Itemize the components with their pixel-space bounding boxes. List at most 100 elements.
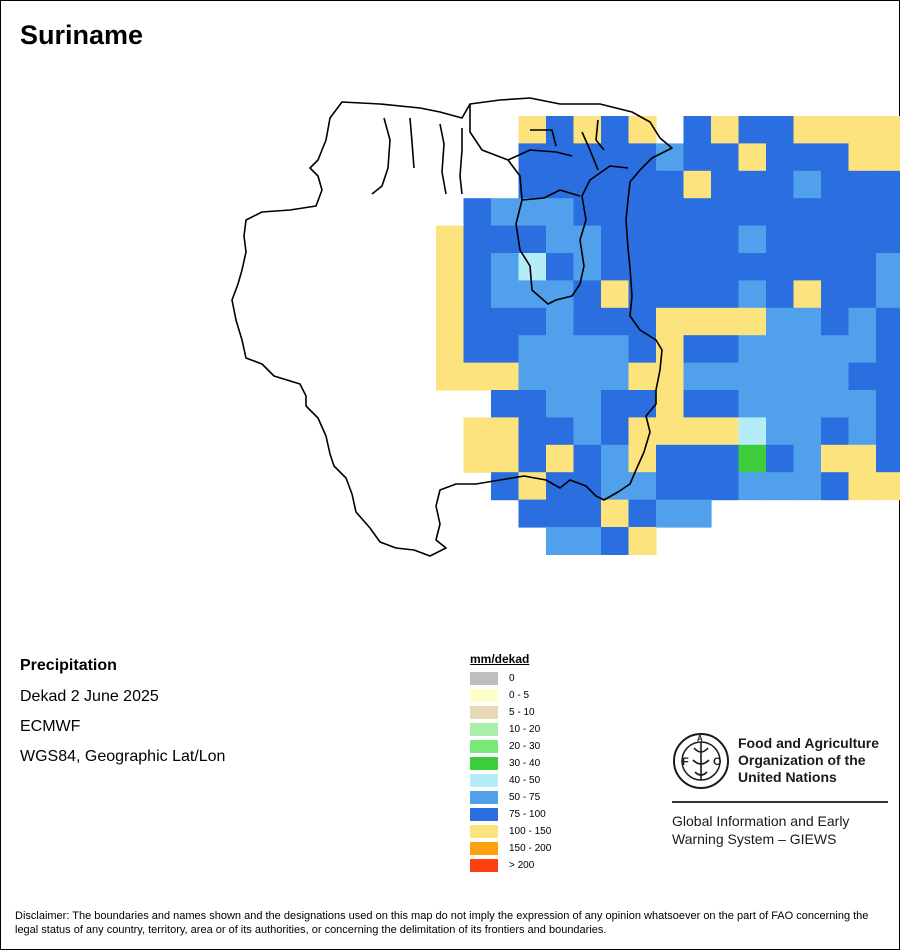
raster-cell <box>491 253 520 281</box>
legend-swatch <box>470 706 498 719</box>
raster-cell <box>711 116 740 144</box>
giews-line: Global Information and Early <box>672 813 850 829</box>
raster-cell <box>738 198 767 227</box>
raster-cell <box>463 307 492 336</box>
raster-cell <box>683 143 712 172</box>
raster-cell <box>793 362 822 391</box>
raster-cell <box>518 390 547 418</box>
raster-cell <box>601 335 630 364</box>
raster-cell <box>573 472 602 501</box>
raster-cell <box>876 335 900 364</box>
legend-swatch <box>470 825 498 838</box>
legend-label: 75 - 100 <box>509 809 546 820</box>
raster-cell <box>573 335 602 364</box>
legend-swatch <box>470 757 498 770</box>
admin-boundaries <box>231 97 673 557</box>
raster-cell <box>546 143 575 172</box>
giews-line: Warning System – GIEWS <box>672 831 837 847</box>
raster-cell <box>793 390 822 418</box>
raster-cell <box>711 390 740 418</box>
raster-cell <box>518 225 547 254</box>
raster-cell <box>463 444 492 473</box>
raster-cell <box>766 444 795 473</box>
raster-cell <box>683 198 712 227</box>
legend-item: > 200 <box>470 857 551 874</box>
raster-cell <box>601 198 630 227</box>
raster-cell <box>683 417 712 446</box>
raster-cell <box>876 143 900 172</box>
legend-label: 0 <box>509 673 515 684</box>
raster-cell <box>546 225 575 254</box>
raster-cell <box>738 444 767 473</box>
raster-cell <box>848 198 877 227</box>
legend-swatch <box>470 689 498 702</box>
raster-cell <box>821 116 850 144</box>
legend-item: 30 - 40 <box>470 755 551 772</box>
raster-cell <box>546 280 575 309</box>
raster-cell <box>793 444 822 473</box>
legend-item: 50 - 75 <box>470 789 551 806</box>
raster-cell <box>876 444 900 473</box>
raster-cell <box>793 170 822 199</box>
raster-cell <box>656 499 685 528</box>
raster-cell <box>683 362 712 391</box>
raster-cell <box>766 116 795 144</box>
legend-item: 0 <box>470 670 551 687</box>
raster-cell <box>491 198 520 227</box>
legend-swatch <box>470 723 498 736</box>
raster-cell <box>711 170 740 199</box>
raster-cell <box>738 335 767 364</box>
raster-cell <box>546 390 575 418</box>
raster-cell <box>491 225 520 254</box>
raster-cell <box>821 225 850 254</box>
raster-cell <box>876 472 900 501</box>
raster-cell <box>711 307 740 336</box>
raster-cell <box>601 280 630 309</box>
legend-swatch <box>470 859 498 872</box>
raster-cell <box>628 280 657 309</box>
legend-title: mm/dekad <box>470 652 530 666</box>
raster-cell <box>766 280 795 309</box>
country-border <box>231 97 673 557</box>
raster-cell <box>656 444 685 473</box>
raster-cell <box>628 170 657 199</box>
legend-label: > 200 <box>509 860 535 871</box>
legend-swatch <box>470 774 498 787</box>
raster-cell <box>628 116 657 144</box>
raster-cell <box>848 253 877 281</box>
fao-organization-name: Food and Agriculture Organization of the… <box>738 735 898 786</box>
raster-cell <box>601 307 630 336</box>
legend-label: 0 - 5 <box>509 690 530 701</box>
raster-cell <box>573 225 602 254</box>
raster-cell <box>546 307 575 336</box>
raster-cell <box>463 362 492 391</box>
raster-cell <box>491 307 520 336</box>
raster-cell <box>766 253 795 281</box>
raster-cell <box>683 225 712 254</box>
raster-cell <box>876 280 900 309</box>
fao-name-line: Organization of the <box>738 752 866 768</box>
raster-cell <box>463 335 492 364</box>
raster-cell <box>793 225 822 254</box>
raster-cell <box>821 280 850 309</box>
legend-item: 100 - 150 <box>470 823 551 840</box>
raster-cell <box>491 335 520 364</box>
raster-cell <box>821 417 850 446</box>
raster-cell <box>601 472 630 501</box>
legend-swatch <box>470 740 498 753</box>
raster-cell <box>821 444 850 473</box>
raster-cell <box>848 307 877 336</box>
raster-cell <box>738 225 767 254</box>
raster-cell <box>683 390 712 418</box>
raster-cell <box>491 362 520 391</box>
raster-cell <box>711 253 740 281</box>
raster-cell <box>793 280 822 309</box>
raster-cell <box>628 417 657 446</box>
legend: 0 0 - 5 5 - 10 10 - 20 20 - 30 30 - 40 40 - 50… <box>470 670 551 874</box>
raster-cell <box>793 472 822 501</box>
raster-cell <box>766 307 795 336</box>
raster-cell <box>821 390 850 418</box>
raster-cell <box>766 472 795 501</box>
variable-label: Precipitation <box>20 657 117 674</box>
raster-cell <box>601 444 630 473</box>
